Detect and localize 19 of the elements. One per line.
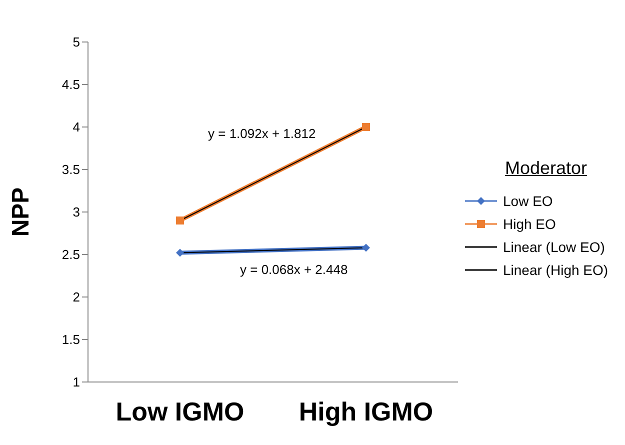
y-axis-title: NPP bbox=[8, 187, 35, 237]
legend-label: Linear (High EO) bbox=[503, 262, 608, 278]
y-tick-label: 5 bbox=[72, 34, 80, 50]
x-tick-label: High IGMO bbox=[298, 396, 434, 426]
annotation: y = 1.092x + 1.812 bbox=[208, 126, 316, 141]
y-tick-label: 2.5 bbox=[62, 247, 80, 262]
legend-title: Moderator bbox=[505, 158, 588, 179]
y-tick-label: 1.5 bbox=[62, 332, 80, 348]
y-tick-label: 2 bbox=[72, 290, 80, 305]
y-tick-label: 3 bbox=[72, 204, 80, 220]
legend-label: High EO bbox=[503, 216, 556, 232]
legend-label: Low EO bbox=[503, 192, 553, 208]
legend-label: Linear (Low EO) bbox=[503, 238, 605, 254]
y-tick-label: 1 bbox=[72, 374, 80, 390]
y-tick-label: 4.5 bbox=[62, 77, 80, 92]
annotation: y = 0.068x + 2.448 bbox=[240, 262, 348, 277]
x-tick-label: Low IGMO bbox=[116, 396, 244, 426]
y-tick-label: 3.5 bbox=[62, 162, 80, 178]
y-tick-label: 4 bbox=[72, 120, 80, 135]
